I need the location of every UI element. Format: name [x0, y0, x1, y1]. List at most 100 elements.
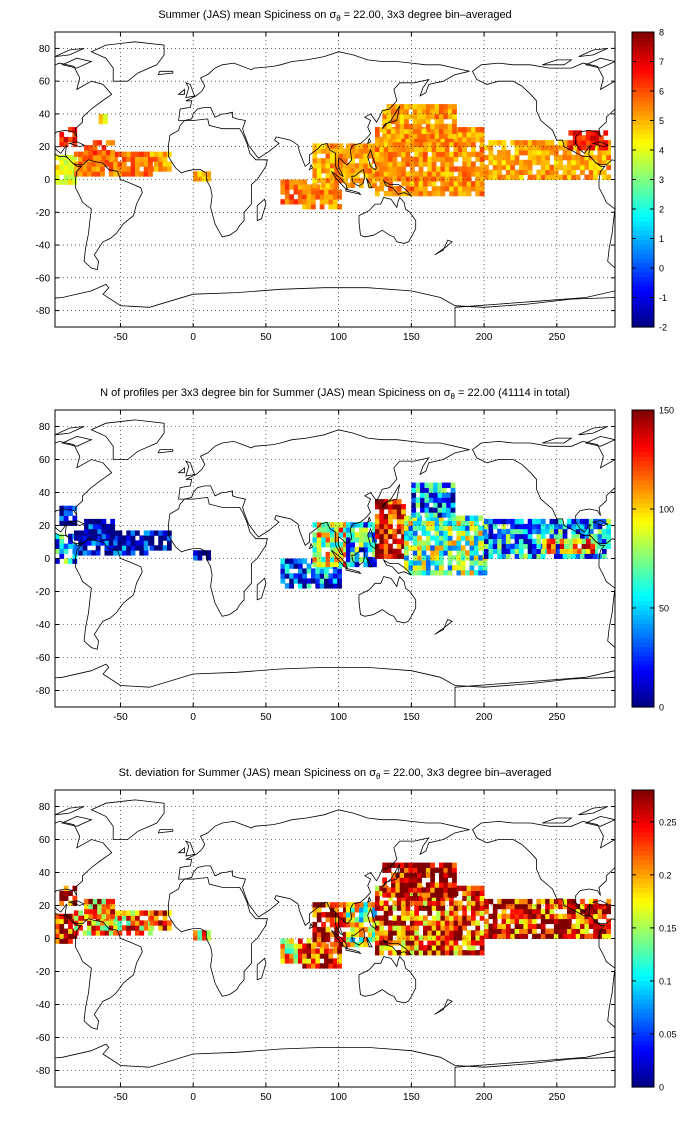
data-cell [139, 171, 145, 177]
data-cell [427, 900, 433, 906]
data-cell [430, 525, 436, 531]
data-cell [475, 136, 481, 143]
data-cell [401, 146, 406, 153]
data-cell [149, 530, 155, 536]
data-cell [73, 166, 79, 172]
data-cell [414, 146, 420, 153]
data-cell [584, 918, 590, 925]
data-cell [302, 578, 308, 584]
data-cell [606, 533, 612, 540]
data-cell [359, 153, 364, 159]
data-cell [462, 181, 468, 187]
data-cell [59, 895, 65, 901]
data-cell [593, 908, 598, 915]
data-cell [523, 523, 529, 530]
data-cell [117, 166, 123, 172]
data-cell [488, 518, 494, 525]
data-cell [549, 908, 555, 915]
data-cell [59, 179, 65, 185]
data-cell [325, 561, 331, 568]
data-cell [575, 928, 581, 934]
data-cell [523, 908, 529, 915]
data-cell [388, 910, 393, 916]
data-cell [597, 159, 603, 166]
colorbar-segment [632, 892, 654, 898]
data-cell [375, 146, 380, 153]
data-cell [479, 136, 485, 143]
data-cell [311, 963, 316, 969]
data-cell [606, 174, 612, 180]
data-cell [414, 900, 420, 906]
data-cell [149, 915, 155, 921]
data-cell [332, 578, 338, 584]
data-cell [73, 545, 79, 551]
data-cell [408, 525, 414, 531]
data-cell [452, 867, 457, 873]
data-cell [82, 166, 88, 172]
colorbar-segment [632, 665, 654, 671]
data-cell [527, 913, 533, 920]
data-cell [334, 177, 340, 184]
data-cell [391, 133, 396, 139]
data-cell [388, 176, 393, 182]
data-cell [59, 900, 65, 906]
colorbar-segment [632, 683, 654, 690]
data-cell [479, 131, 485, 138]
data-cell [597, 538, 603, 545]
data-cell [329, 912, 335, 918]
data-cell [439, 535, 444, 541]
data-cell [571, 523, 577, 530]
data-cell [68, 543, 73, 549]
data-cell [484, 538, 489, 545]
data-cell [457, 905, 463, 911]
data-cell [399, 128, 405, 135]
data-cell [338, 561, 344, 568]
data-cell [55, 923, 60, 929]
data-cell [478, 570, 484, 576]
data-cell [440, 176, 446, 182]
data-cell [375, 186, 380, 192]
data-cell [324, 583, 329, 589]
data-cell [72, 515, 78, 521]
data-cell [324, 194, 329, 200]
data-cell [540, 159, 546, 166]
data-cell [312, 153, 318, 159]
data-cell [316, 522, 322, 528]
colorbar-segment [632, 484, 654, 490]
data-cell [68, 900, 73, 906]
colorbar-segment [632, 124, 654, 130]
data-cell [439, 525, 444, 531]
data-cell [72, 505, 78, 512]
data-cell [581, 543, 587, 549]
data-cell [501, 150, 507, 156]
data-cell [597, 528, 603, 535]
data-cell [585, 140, 591, 146]
data-cell [312, 163, 318, 169]
data-cell [514, 538, 520, 545]
data-cell [345, 168, 351, 174]
data-cell [545, 159, 550, 166]
data-cell [411, 502, 417, 508]
data-cell [396, 915, 402, 921]
grid-lines [55, 32, 615, 327]
data-cell [284, 948, 290, 954]
data-cell [427, 920, 433, 926]
data-cell [423, 156, 428, 162]
data-cell [409, 186, 415, 192]
data-cell [149, 151, 155, 157]
data-cell [100, 925, 105, 931]
data-cell [201, 550, 207, 556]
data-cell [558, 533, 564, 540]
data-cell [440, 950, 446, 956]
data-cell [471, 950, 476, 956]
data-cell [95, 166, 101, 172]
data-cell [78, 156, 84, 162]
data-cell [417, 525, 422, 531]
data-cell [523, 928, 529, 934]
coastline [351, 169, 366, 187]
data-cell [501, 538, 507, 545]
colorbar-segment [632, 632, 654, 638]
data-cell [492, 928, 498, 934]
data-cell [434, 545, 440, 551]
data-cell [425, 570, 431, 576]
